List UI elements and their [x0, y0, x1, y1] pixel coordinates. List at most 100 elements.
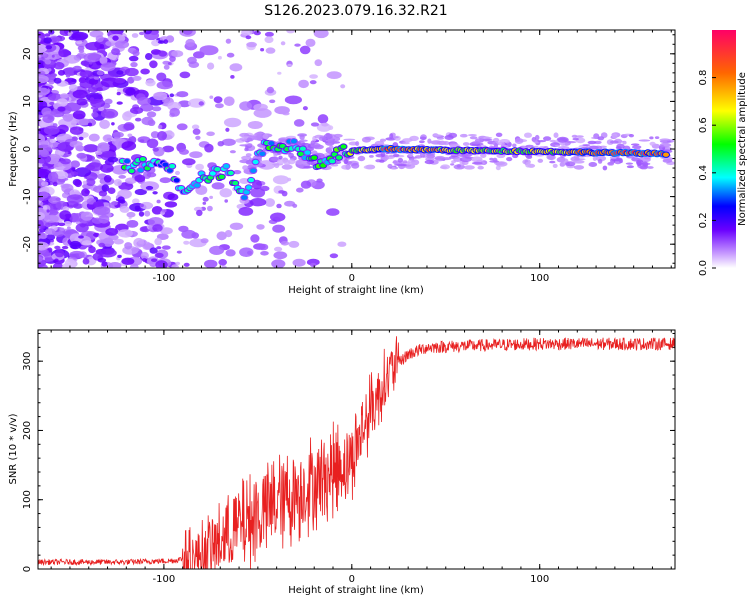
- spectrogram-noise-blob: [87, 87, 99, 93]
- spectrogram-noise-blob: [328, 125, 334, 130]
- spectrogram-noise-blob: [58, 48, 70, 58]
- spectrogram-noise-blob: [471, 161, 483, 165]
- spectrogram-noise-blob: [161, 245, 171, 250]
- spectrogram-ridge-mark: [241, 195, 248, 200]
- spectrogram-noise-blob: [492, 157, 498, 163]
- spectrogram-noise-blob: [286, 135, 297, 139]
- spectrogram-noise-blob: [287, 63, 293, 67]
- spectrogram-noise-blob: [495, 132, 503, 137]
- spectrogram-noise-blob: [138, 211, 145, 217]
- spectrogram-noise-blob: [207, 205, 213, 212]
- spectrogram-noise-blob: [230, 75, 235, 79]
- spectrogram-noise-blob: [71, 78, 77, 83]
- spectrogram-noise-blob: [273, 152, 278, 157]
- spectrogram-noise-blob: [95, 151, 103, 155]
- spectrogram-noise-blob: [239, 159, 250, 164]
- spectrogram-noise-blob: [71, 31, 89, 41]
- snr-xtick-label: 100: [530, 574, 549, 585]
- spectrogram-noise-blob: [127, 76, 135, 84]
- spectrogram-noise-blob: [225, 249, 236, 257]
- spectrogram-noise-blob: [135, 117, 142, 122]
- spectrogram-noise-blob: [85, 178, 96, 187]
- spectrogram-noise-blob: [642, 161, 649, 167]
- spectrogram-noise-blob: [309, 74, 318, 79]
- spectrogram-noise-blob: [217, 55, 222, 60]
- spectrogram-noise-blob: [250, 234, 260, 243]
- spectrogram-noise-blob: [156, 81, 173, 90]
- spectrogram-noise-blob: [330, 164, 339, 167]
- spectrogram-noise-blob: [108, 262, 122, 268]
- spectrogram-noise-blob: [100, 163, 114, 173]
- spectrogram-noise-blob: [38, 134, 45, 144]
- spectrogram-noise-blob: [196, 209, 203, 217]
- spectrogram-noise-blob: [48, 141, 60, 148]
- spectrogram-noise-blob: [81, 219, 87, 225]
- spectrogram-noise-blob: [116, 91, 121, 96]
- spectrogram-noise-blob: [559, 162, 566, 167]
- spectrogram-noise-blob: [107, 144, 117, 153]
- spectrogram-noise-blob: [96, 87, 103, 92]
- spectrogram-noise-blob: [69, 233, 83, 244]
- spectrogram-noise-blob: [44, 33, 51, 37]
- spectrogram-noise-blob: [116, 70, 124, 75]
- spectrogram-noise-blob: [221, 138, 236, 146]
- spectrogram-noise-blob: [41, 107, 52, 117]
- spectrogram-noise-blob: [49, 135, 55, 140]
- spectrogram-noise-blob: [434, 155, 446, 161]
- spectrogram-noise-blob: [572, 137, 579, 141]
- spectrogram-noise-blob: [619, 158, 623, 164]
- spectrogram-noise-blob: [60, 158, 71, 165]
- spectrogram-ytick-label: 0: [22, 146, 33, 152]
- spectrogram-noise-blob: [162, 98, 170, 104]
- spectrogram-noise-blob: [380, 151, 386, 158]
- spectrogram-ridge-mark: [162, 162, 169, 167]
- spectrogram-noise-blob: [246, 41, 257, 48]
- spectrogram-xlabel: Height of straight line (km): [288, 285, 424, 296]
- spectrogram-noise-blob: [202, 201, 207, 205]
- spectrogram-noise-blob: [448, 132, 458, 139]
- spectrogram-noise-blob: [340, 84, 346, 89]
- spectrogram-noise-blob: [306, 258, 320, 266]
- spectrogram-marks: [38, 30, 675, 268]
- spectrogram-noise-blob: [270, 212, 286, 222]
- spectrogram-noise-blob: [271, 259, 286, 268]
- spectrogram-ridge-mark: [336, 155, 342, 160]
- spectrogram-noise-blob: [316, 178, 323, 183]
- spectrogram-noise-blob: [146, 138, 159, 149]
- spectrogram-noise-blob: [152, 91, 168, 101]
- spectrogram-noise-blob: [43, 125, 60, 135]
- spectrogram-noise-blob: [74, 179, 82, 188]
- spectrogram-noise-blob: [462, 134, 467, 138]
- spectrogram-noise-blob: [202, 196, 209, 202]
- spectrogram-noise-blob: [244, 147, 249, 152]
- spectrogram-ytick-label: 20: [22, 47, 33, 60]
- spectrogram-noise-blob: [313, 30, 329, 39]
- spectrogram-noise-blob: [192, 128, 201, 135]
- spectrogram-noise-blob: [469, 136, 478, 140]
- spectrogram-noise-blob: [183, 262, 190, 267]
- spectrogram-ridge-mark: [340, 144, 347, 149]
- spectrogram-noise-blob: [449, 144, 461, 147]
- spectrogram-noise-blob: [139, 203, 144, 208]
- spectrogram-noise-blob: [225, 127, 230, 132]
- spectrogram-noise-blob: [72, 213, 83, 222]
- spectrogram-noise-blob: [85, 41, 103, 51]
- spectrogram-noise-blob: [305, 38, 316, 47]
- spectrogram-noise-blob: [140, 68, 150, 75]
- spectrogram-noise-blob: [114, 78, 126, 84]
- spectrogram-noise-blob: [57, 106, 66, 112]
- spectrogram-noise-blob: [204, 143, 214, 153]
- spectrogram-noise-blob: [50, 111, 57, 116]
- spectrogram-noise-blob: [547, 154, 556, 161]
- spectrogram-noise-blob: [112, 35, 119, 41]
- spectrogram-noise-blob: [161, 209, 167, 213]
- spectrogram-noise-blob: [99, 56, 108, 65]
- spectrogram-ridge-mark: [304, 150, 311, 155]
- spectrogram-noise-blob: [253, 108, 272, 118]
- spectrogram-ridge-mark: [223, 164, 230, 169]
- spectrogram-noise-blob: [258, 243, 269, 251]
- spectrogram-noise-blob: [272, 224, 285, 233]
- spectrogram-ridge-mark: [232, 180, 239, 186]
